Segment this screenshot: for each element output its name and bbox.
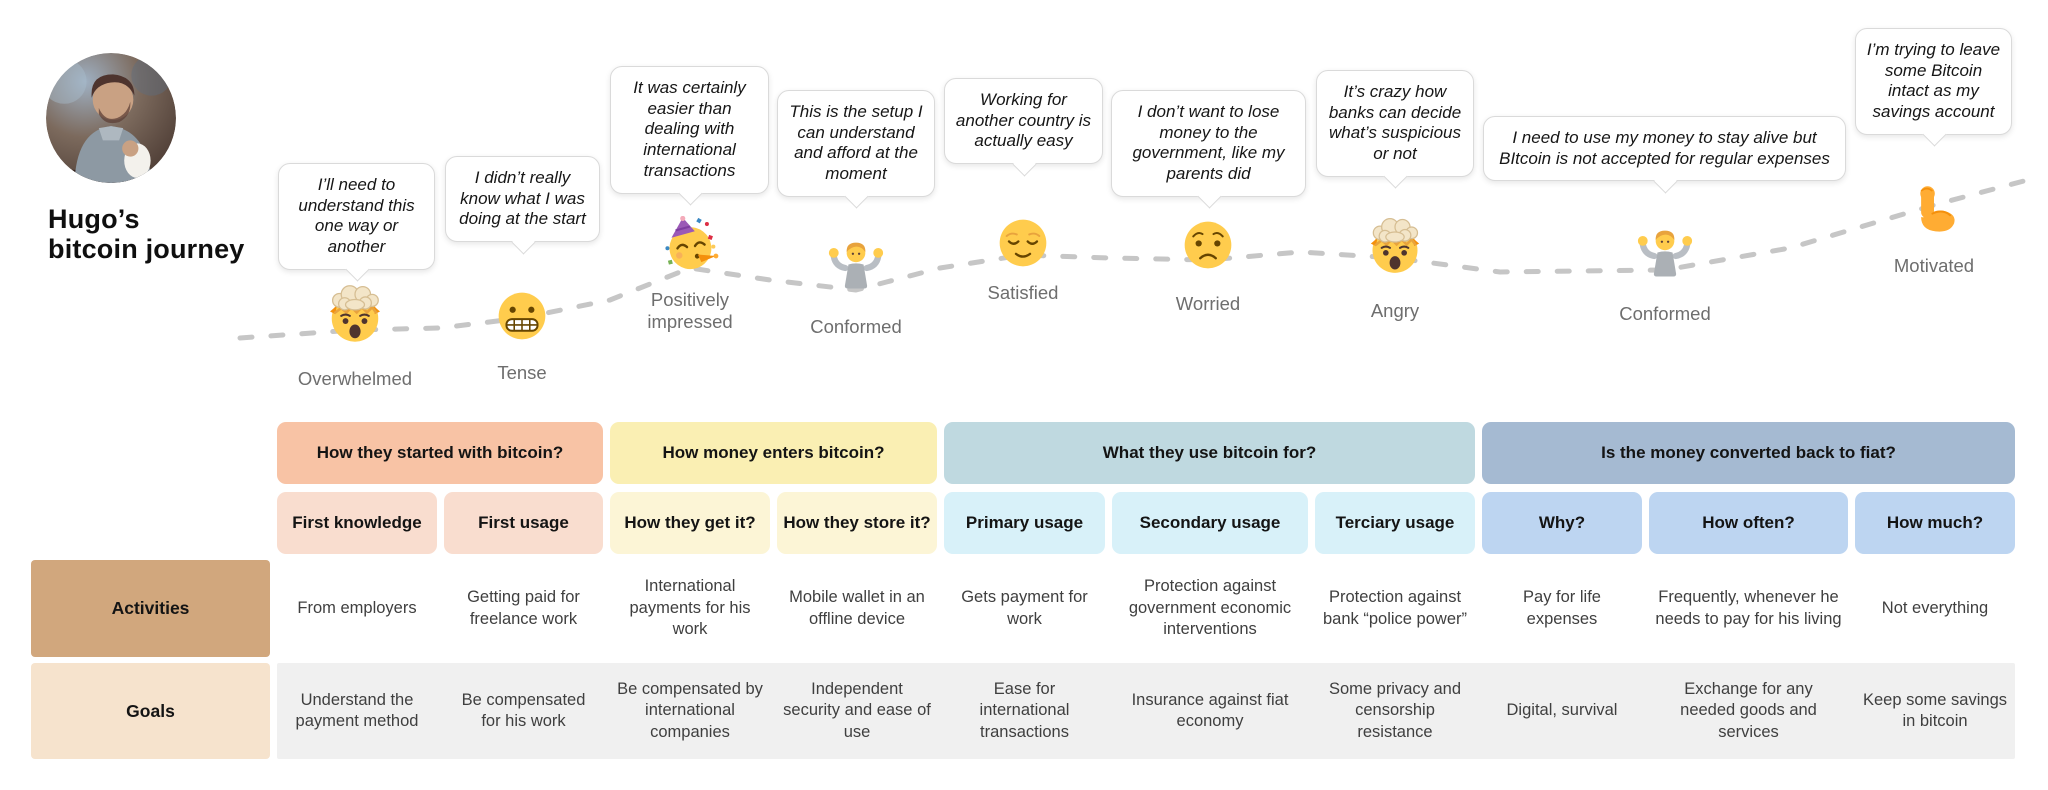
worried-face-emoji [1180, 217, 1236, 273]
table-cell: Some privacy and censorship resistance [1328, 679, 1462, 741]
quote-text: I’ll need to understand this one way or … [298, 175, 415, 257]
person-shrugging-emoji [1633, 224, 1697, 288]
quote-bubble: Working for another country is actually … [944, 78, 1103, 165]
table-cell: Exchange for any needed goods and servic… [1680, 679, 1817, 741]
column-header: Why? [1482, 492, 1642, 554]
table-cell: Be compensated for his work [461, 690, 586, 730]
column-header: How often? [1649, 492, 1848, 554]
emotion-label: Worried [1175, 293, 1241, 314]
flexed-biceps-emoji [1905, 183, 1963, 241]
quote-bubble: I didn’t really know what I was doing at… [445, 156, 600, 243]
phase-header: What they use bitcoin for? [944, 422, 1475, 484]
table-cell: From employers [297, 598, 417, 617]
quote-bubble: It was certainly easier than dealing wit… [610, 66, 769, 194]
emotion-label: Motivated [1893, 255, 1975, 276]
avatar [46, 53, 176, 183]
activities-row: From employers Getting paid for freelanc… [277, 560, 2015, 657]
quote-bubble: I’m trying to leave some Bitcoin intact … [1855, 28, 2012, 135]
quote-bubble: It’s crazy how banks can decide what’s s… [1316, 70, 1474, 177]
emotion-label: Positively impressed [647, 289, 733, 332]
quote-bubble: I don’t want to lose money to the govern… [1111, 90, 1306, 197]
column-header: How they get it? [610, 492, 770, 554]
quote-bubble: I’ll need to understand this one way or … [278, 163, 435, 270]
table-cell: Mobile wallet in an offline device [789, 588, 925, 628]
column-header: First knowledge [277, 492, 437, 554]
goals-row: Understand the payment method Be compens… [277, 663, 2015, 759]
row-label-goals: Goals [31, 663, 270, 759]
phase-header-row: How they started with bitcoin? How money… [277, 422, 2015, 484]
emotion-label: Satisfied [987, 282, 1059, 303]
column-header: First usage [444, 492, 603, 554]
exploding-head-emoji [1365, 217, 1425, 277]
column-header: Terciary usage [1315, 492, 1475, 554]
quote-text: I didn’t really know what I was doing at… [459, 168, 586, 229]
quote-text: It was certainly easier than dealing wit… [633, 78, 746, 180]
table-cell: Insurance against fiat economy [1131, 690, 1289, 730]
quote-bubble: I need to use my money to stay alive but… [1483, 116, 1846, 182]
person-shrugging-emoji [824, 236, 888, 300]
partying-face-emoji [661, 216, 719, 274]
emotion-label: Overwhelmed [297, 368, 413, 389]
quote-text: I’m trying to leave some Bitcoin intact … [1866, 40, 2001, 122]
table-cell: Independent security and ease of use [783, 679, 931, 741]
row-label-activities: Activities [31, 560, 270, 657]
quote-text: It’s crazy how banks can decide what’s s… [1328, 82, 1462, 164]
table-cell: Ease for international transactions [979, 679, 1070, 741]
column-header: How they store it? [777, 492, 937, 554]
table-cell: Be compensated by international companie… [617, 679, 763, 741]
page-title: Hugo’s bitcoin journey [48, 204, 245, 265]
emotion-label: Tense [497, 362, 547, 383]
quote-bubble: This is the setup I can understand and a… [777, 90, 935, 197]
table-cell: Protection against government economic i… [1128, 577, 1292, 639]
phase-header: How money enters bitcoin? [610, 422, 937, 484]
grimacing-face-emoji [494, 288, 550, 344]
phase-header: Is the money converted back to fiat? [1482, 422, 2015, 484]
quote-text: This is the setup I can understand and a… [789, 102, 923, 184]
column-header-row: First knowledge First usage How they get… [277, 492, 2015, 554]
table-cell: International payments for his work [629, 577, 751, 639]
emotion-label: Angry [1370, 300, 1420, 321]
table-cell: Frequently, whenever he needs to pay for… [1655, 588, 1842, 628]
relieved-face-emoji [995, 215, 1051, 271]
column-header: Secondary usage [1112, 492, 1308, 554]
column-header: How much? [1855, 492, 2015, 554]
table-cell: Pay for life expenses [1523, 588, 1601, 628]
exploding-head-emoji [324, 284, 386, 346]
quote-text: I don’t want to lose money to the govern… [1132, 102, 1285, 184]
emotion-label: Conformed [1619, 303, 1711, 324]
emotion-label: Conformed [810, 316, 902, 337]
table-cell: Protection against bank “police power” [1323, 588, 1467, 628]
avatar-photo-placeholder [46, 53, 176, 183]
table-cell: Keep some savings in bitcoin [1863, 690, 2007, 730]
quote-text: I need to use my money to stay alive but… [1499, 128, 1830, 168]
phase-header: How they started with bitcoin? [277, 422, 603, 484]
table-cell: Not everything [1881, 598, 1989, 617]
table-cell: Gets payment for work [961, 588, 1088, 628]
table-cell: Understand the payment method [295, 690, 419, 730]
quote-text: Working for another country is actually … [955, 90, 1092, 151]
table-cell: Digital, survival [1506, 701, 1618, 720]
table-cell: Getting paid for freelance work [467, 588, 580, 628]
column-header: Primary usage [944, 492, 1105, 554]
